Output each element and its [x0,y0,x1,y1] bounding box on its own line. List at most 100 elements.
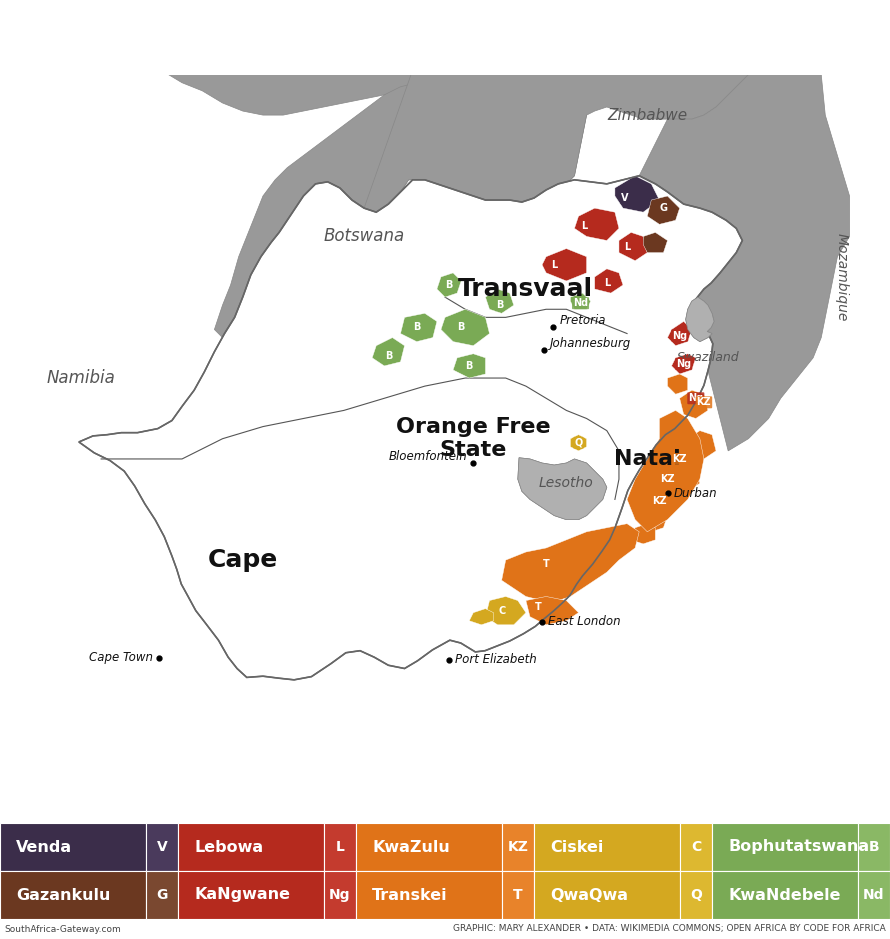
Text: Mozambique: Mozambique [835,233,848,321]
Text: C: C [498,606,506,616]
Polygon shape [518,457,607,519]
Text: Bophutatswana: Bophutatswana [728,839,870,854]
Polygon shape [400,314,437,342]
Text: KZ: KZ [652,497,667,506]
Text: Transvaal: Transvaal [458,277,594,301]
Polygon shape [615,176,659,212]
Text: Pretoria: Pretoria [560,315,606,328]
Bar [502,823,534,871]
Text: Nd: Nd [863,888,885,902]
Text: B: B [445,280,453,290]
Text: T: T [514,888,522,902]
Text: C: C [691,840,701,854]
Polygon shape [639,0,850,451]
Polygon shape [680,391,708,419]
Bar [356,823,502,871]
Text: Atlantic
Ocean: Atlantic Ocean [26,695,79,725]
Text: Durban: Durban [674,486,717,500]
Text: East London: East London [548,615,621,628]
Polygon shape [668,374,688,394]
Bar [858,871,890,919]
Polygon shape [631,524,655,544]
Polygon shape [485,289,514,314]
Text: Q: Q [690,888,702,902]
Polygon shape [372,338,405,366]
Text: B: B [465,361,473,371]
Text: T: T [535,602,541,611]
Text: Orange Free
State: Orange Free State [396,417,551,460]
Polygon shape [595,269,623,293]
Text: Namibia: Namibia [46,369,116,387]
Polygon shape [685,297,714,342]
Polygon shape [655,487,680,512]
Bar [146,871,178,919]
Polygon shape [619,233,647,261]
Polygon shape [502,524,639,601]
Text: L: L [581,222,587,231]
Text: South Africa’s provinces and ‘homelands’ before 1996: South Africa’s provinces and ‘homelands’… [11,19,890,48]
Text: KZ: KZ [507,840,529,854]
Polygon shape [441,309,490,346]
Text: G: G [659,203,668,213]
Text: Ng: Ng [688,393,703,403]
Text: L: L [336,840,344,854]
Text: Lebowa: Lebowa [194,839,263,854]
Text: Port Elizabeth: Port Elizabeth [455,654,537,666]
Text: G: G [157,888,167,902]
Bar [502,871,534,919]
Text: L: L [624,241,630,252]
Bar [0,823,146,871]
Polygon shape [570,435,587,451]
Bar [178,823,324,871]
Bar [324,871,356,919]
Text: Swaziland: Swaziland [676,351,740,364]
Text: KwaNdebele: KwaNdebele [728,887,840,902]
Text: COLOUR KEY: THE ‘HOMELANDS’ OF APARTHEID SOUTH AFRICA: COLOUR KEY: THE ‘HOMELANDS’ OF APARTHEID… [7,804,378,817]
Text: Transkei: Transkei [372,887,448,902]
Text: Botswana: Botswana [323,227,405,245]
Text: Bloemfontein: Bloemfontein [389,450,467,463]
Polygon shape [364,0,773,212]
Polygon shape [469,608,494,624]
Bar [680,871,712,919]
Polygon shape [643,507,668,531]
Text: KwaZulu: KwaZulu [372,839,449,854]
Polygon shape [688,431,716,459]
Text: KZ: KZ [660,474,675,485]
Text: L: L [603,278,610,288]
Bar [0,871,146,919]
Text: Ng: Ng [329,888,351,902]
Text: V: V [621,193,628,203]
Polygon shape [668,321,692,346]
Polygon shape [453,354,485,378]
Text: Johannesburg: Johannesburg [550,337,631,349]
Text: KZ: KZ [697,397,711,408]
Text: KaNgwane: KaNgwane [194,887,290,902]
Polygon shape [542,249,587,281]
Polygon shape [643,233,668,253]
Text: Nd: Nd [573,299,588,308]
Bar [534,871,680,919]
Bar [534,823,680,871]
Bar [712,871,858,919]
Polygon shape [437,273,461,297]
Polygon shape [685,297,714,342]
Text: V: V [157,840,167,854]
Text: KZ: KZ [672,454,687,464]
Polygon shape [570,293,591,309]
Text: SouthAfrica-Gateway.com: SouthAfrica-Gateway.com [4,925,121,933]
Polygon shape [0,0,437,115]
Text: GRAPHIC: MARY ALEXANDER • DATA: WIKIMEDIA COMMONS; OPEN AFRICA BY CODE FOR AFRIC: GRAPHIC: MARY ALEXANDER • DATA: WIKIMEDI… [453,925,886,933]
Text: Indian
Ocean: Indian Ocean [747,667,790,697]
Polygon shape [672,354,696,374]
Text: Ng: Ng [676,359,692,369]
Polygon shape [79,176,742,680]
Text: B: B [869,840,879,854]
Bar [146,823,178,871]
Bar [680,823,712,871]
Bar [178,871,324,919]
Bar [712,823,858,871]
Text: Zimbabwe: Zimbabwe [607,108,687,123]
Text: B: B [457,322,465,332]
Text: T: T [543,559,549,569]
